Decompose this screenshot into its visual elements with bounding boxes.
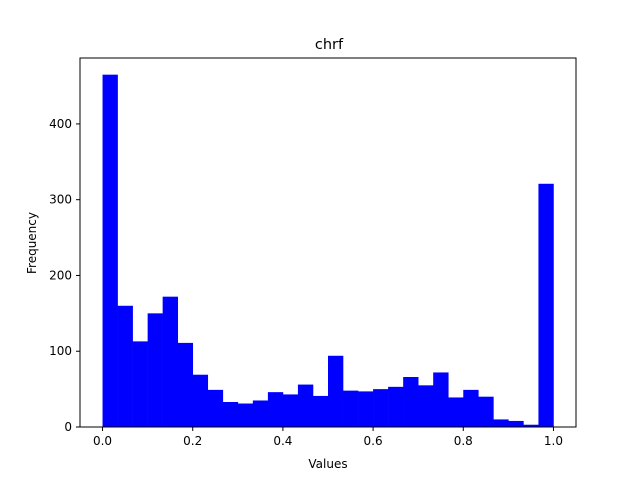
y-tick-label: 400 bbox=[49, 117, 72, 131]
histogram-bar bbox=[463, 389, 479, 427]
x-tick-label: 0.2 bbox=[183, 434, 202, 448]
histogram-bar bbox=[403, 376, 419, 427]
histogram-bar bbox=[538, 183, 554, 427]
histogram-bars bbox=[102, 74, 554, 427]
histogram-bar bbox=[267, 392, 284, 427]
histogram-bar bbox=[373, 389, 389, 427]
x-axis-ticks: 0.0 0.2 0.4 0.6 0.8 1.0 bbox=[93, 427, 563, 448]
histogram-bar bbox=[177, 342, 194, 427]
histogram-bar bbox=[222, 401, 239, 427]
y-tick-label: 200 bbox=[49, 268, 72, 282]
histogram-bar bbox=[252, 400, 269, 427]
y-axis-ticks: 0 100 200 300 400 bbox=[49, 117, 80, 434]
x-tick-label: 1.0 bbox=[544, 434, 563, 448]
histogram-bar bbox=[448, 397, 464, 427]
histogram-bar bbox=[418, 385, 434, 427]
histogram-bar bbox=[328, 355, 344, 427]
histogram-bar bbox=[312, 395, 329, 427]
y-tick-label: 0 bbox=[64, 420, 72, 434]
histogram-bar bbox=[433, 372, 449, 427]
chart-title: chrf bbox=[315, 37, 344, 53]
histogram-bar bbox=[102, 74, 118, 427]
histogram-bar bbox=[297, 384, 314, 427]
x-axis-label: Values bbox=[308, 457, 347, 471]
histogram-bar bbox=[343, 390, 359, 427]
plot-frame bbox=[79, 57, 577, 428]
y-tick-label: 300 bbox=[49, 193, 72, 207]
histogram-bar bbox=[162, 296, 179, 427]
x-tick-label: 0.0 bbox=[93, 434, 112, 448]
histogram-bar bbox=[358, 391, 374, 427]
histogram-bar bbox=[237, 403, 254, 427]
x-tick-label: 0.8 bbox=[454, 434, 473, 448]
histogram-bar bbox=[117, 305, 133, 427]
histogram-bar bbox=[132, 341, 148, 427]
histogram-bar bbox=[192, 374, 209, 427]
histogram-bar bbox=[523, 424, 539, 427]
x-tick-label: 0.6 bbox=[364, 434, 383, 448]
histogram-bar bbox=[207, 389, 224, 427]
histogram-bar bbox=[508, 420, 524, 427]
y-axis-label: Frequency bbox=[25, 212, 39, 274]
y-tick-label: 100 bbox=[49, 344, 72, 358]
histogram-bar bbox=[388, 386, 404, 427]
histogram-bar bbox=[478, 396, 494, 427]
histogram-bar bbox=[493, 419, 509, 427]
x-tick-label: 0.4 bbox=[273, 434, 292, 448]
histogram-bar bbox=[282, 394, 299, 427]
histogram-bar bbox=[147, 313, 163, 427]
